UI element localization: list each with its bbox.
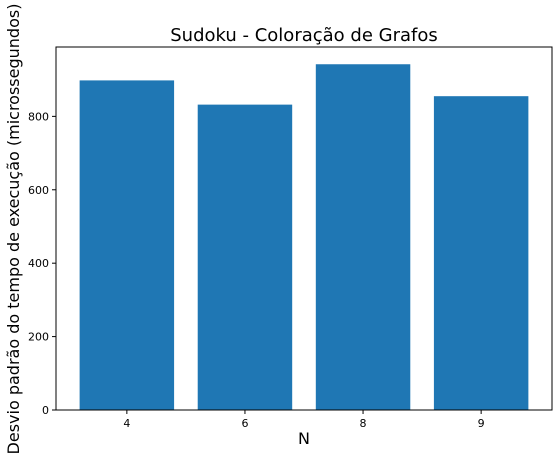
bars-group xyxy=(79,64,529,411)
y-tick-label: 0 xyxy=(42,404,49,417)
chart-title: Sudoku - Coloração de Grafos xyxy=(170,25,438,46)
x-axis-label: N xyxy=(298,429,310,448)
y-axis-label: Desvio padrão do tempo de execução (micr… xyxy=(4,4,23,455)
bar-9 xyxy=(433,96,529,410)
y-ticks-group: 0 200 400 600 800 xyxy=(28,110,56,417)
x-tick-label: 4 xyxy=(123,417,130,430)
x-tick-label: 6 xyxy=(241,417,248,430)
bar-8 xyxy=(315,64,411,410)
y-tick-label: 800 xyxy=(28,110,49,123)
bar-4 xyxy=(79,80,175,411)
x-ticks-group: 4 6 8 9 xyxy=(123,410,485,430)
y-tick-label: 200 xyxy=(28,331,49,344)
y-tick-label: 600 xyxy=(28,184,49,197)
x-tick-label: 8 xyxy=(360,417,367,430)
y-tick-label: 400 xyxy=(28,257,49,270)
plot-frame xyxy=(55,46,553,411)
x-tick-label: 9 xyxy=(478,417,485,430)
bar-6 xyxy=(197,104,293,410)
